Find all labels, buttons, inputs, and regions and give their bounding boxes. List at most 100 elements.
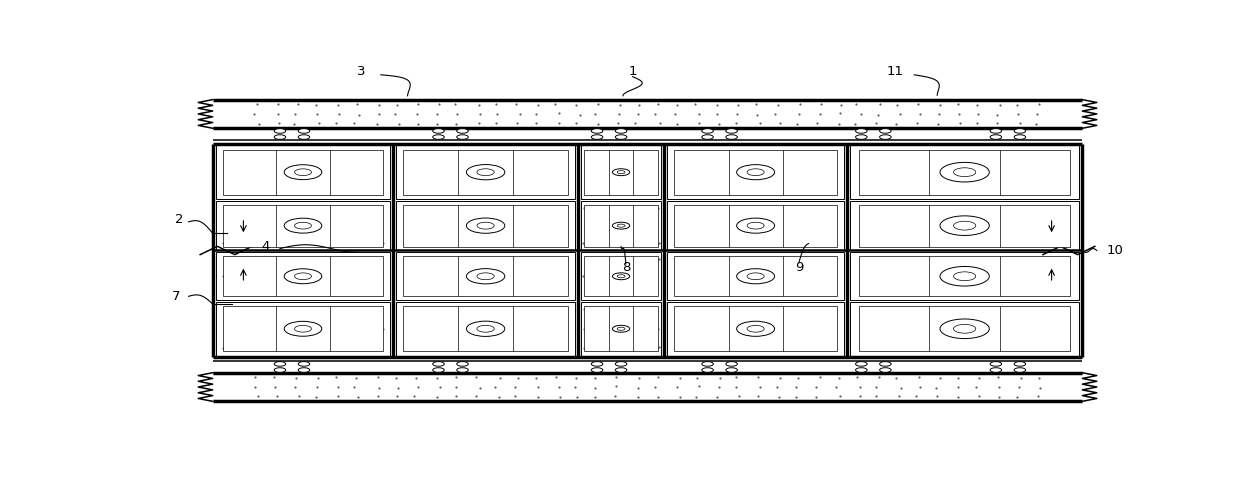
- Circle shape: [298, 362, 310, 366]
- Bar: [222, 307, 383, 351]
- Circle shape: [856, 362, 867, 366]
- Circle shape: [856, 368, 867, 372]
- Bar: [667, 252, 844, 300]
- Circle shape: [618, 275, 625, 278]
- Bar: [859, 205, 1070, 247]
- Circle shape: [613, 273, 630, 280]
- Bar: [849, 252, 1080, 300]
- Circle shape: [725, 362, 738, 366]
- Circle shape: [746, 222, 764, 229]
- Text: 10: 10: [1106, 244, 1123, 257]
- Bar: [580, 302, 661, 356]
- Circle shape: [737, 321, 775, 336]
- Text: 4: 4: [262, 240, 270, 253]
- Circle shape: [456, 128, 469, 133]
- Circle shape: [591, 362, 603, 366]
- Bar: [675, 150, 837, 194]
- Circle shape: [274, 135, 285, 139]
- Circle shape: [466, 321, 505, 336]
- Bar: [675, 256, 837, 296]
- Circle shape: [477, 273, 495, 280]
- Bar: [216, 201, 391, 250]
- Circle shape: [466, 269, 505, 284]
- Circle shape: [456, 135, 469, 139]
- Bar: [403, 256, 568, 296]
- Circle shape: [990, 135, 1002, 139]
- Text: 1: 1: [629, 65, 637, 78]
- Circle shape: [615, 128, 627, 133]
- Circle shape: [954, 221, 976, 230]
- Circle shape: [737, 269, 775, 284]
- Bar: [222, 205, 383, 247]
- Bar: [667, 302, 844, 356]
- Circle shape: [1014, 362, 1025, 366]
- Circle shape: [725, 368, 738, 372]
- Circle shape: [618, 224, 625, 227]
- Circle shape: [615, 362, 627, 366]
- Bar: [216, 145, 391, 199]
- Circle shape: [433, 362, 444, 366]
- Circle shape: [725, 135, 738, 139]
- Bar: [397, 252, 575, 300]
- Text: 11: 11: [887, 65, 904, 78]
- Bar: [849, 302, 1080, 356]
- Circle shape: [284, 321, 321, 336]
- Circle shape: [295, 273, 311, 280]
- Circle shape: [477, 325, 495, 332]
- Circle shape: [940, 266, 990, 286]
- Circle shape: [298, 135, 310, 139]
- Circle shape: [456, 368, 469, 372]
- Circle shape: [295, 325, 311, 332]
- Bar: [222, 150, 383, 194]
- Circle shape: [613, 222, 630, 229]
- Circle shape: [990, 362, 1002, 366]
- Circle shape: [746, 169, 764, 176]
- Circle shape: [879, 128, 892, 133]
- Bar: [584, 256, 658, 296]
- Circle shape: [618, 327, 625, 330]
- Circle shape: [433, 368, 444, 372]
- Circle shape: [702, 128, 713, 133]
- Circle shape: [284, 165, 321, 180]
- Circle shape: [856, 135, 867, 139]
- Bar: [584, 307, 658, 351]
- Circle shape: [746, 325, 764, 332]
- Bar: [859, 150, 1070, 194]
- Circle shape: [940, 216, 990, 236]
- Bar: [667, 201, 844, 250]
- Circle shape: [879, 135, 892, 139]
- Bar: [397, 201, 575, 250]
- Circle shape: [615, 368, 627, 372]
- Circle shape: [990, 128, 1002, 133]
- Text: 2: 2: [175, 213, 184, 227]
- Circle shape: [591, 135, 603, 139]
- Circle shape: [433, 135, 444, 139]
- Circle shape: [725, 128, 738, 133]
- Circle shape: [615, 135, 627, 139]
- Circle shape: [477, 222, 495, 229]
- Bar: [216, 302, 391, 356]
- Circle shape: [940, 162, 990, 182]
- Circle shape: [274, 368, 285, 372]
- Circle shape: [274, 128, 285, 133]
- Circle shape: [466, 165, 505, 180]
- Bar: [675, 205, 837, 247]
- Bar: [859, 256, 1070, 296]
- Circle shape: [940, 319, 990, 339]
- Circle shape: [298, 128, 310, 133]
- Circle shape: [284, 269, 321, 284]
- Circle shape: [456, 362, 469, 366]
- Circle shape: [1014, 135, 1025, 139]
- Text: 7: 7: [172, 290, 180, 303]
- Text: 3: 3: [357, 65, 366, 78]
- Bar: [222, 256, 383, 296]
- Bar: [397, 302, 575, 356]
- Circle shape: [954, 324, 976, 333]
- Circle shape: [954, 168, 976, 177]
- Circle shape: [284, 218, 321, 233]
- Circle shape: [295, 169, 311, 176]
- Circle shape: [613, 169, 630, 176]
- Circle shape: [879, 362, 892, 366]
- Bar: [584, 205, 658, 247]
- Circle shape: [702, 368, 713, 372]
